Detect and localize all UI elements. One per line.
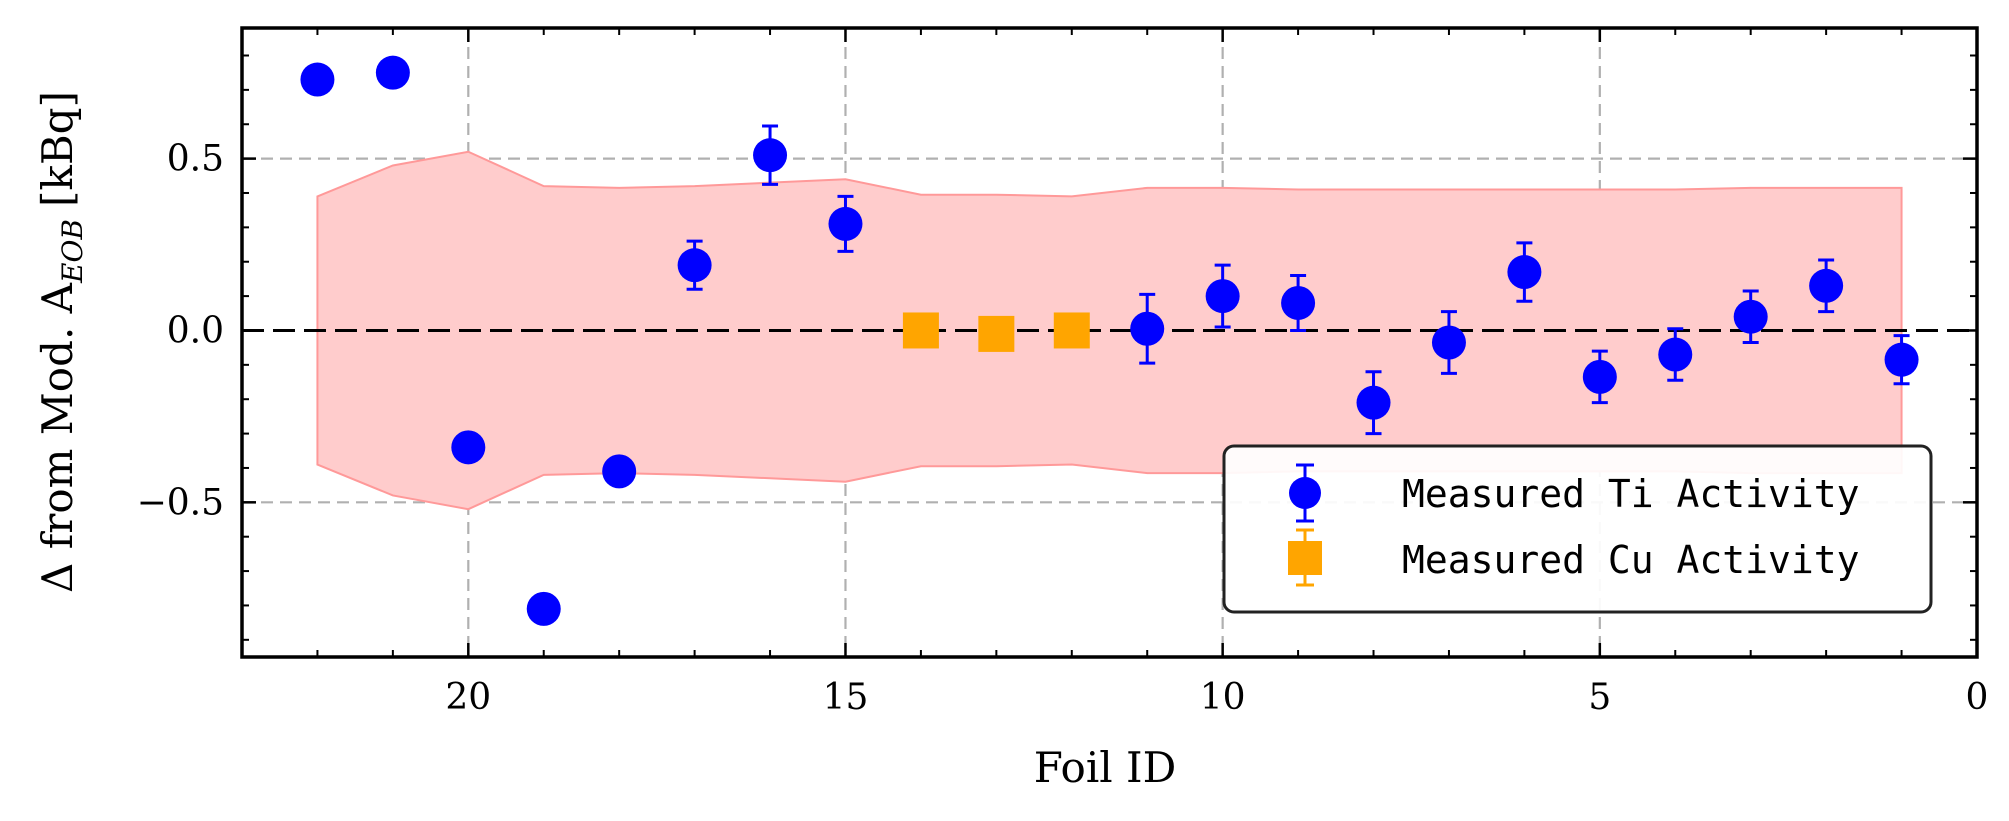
legend-cu-label: Measured Cu Activity (1402, 538, 1860, 582)
tick-labels: 20 15 10 5 0 0.5 0.0 −0.5 (137, 139, 1989, 718)
marker-circle (1130, 311, 1165, 346)
ti-data-point (677, 239, 712, 291)
ti-data-point (526, 591, 561, 626)
x-tick-label: 20 (445, 677, 491, 718)
marker-circle (1281, 285, 1316, 320)
y-axis-label: Δ from Mod. AEOB [kBq] (33, 91, 89, 593)
ti-data-point (1205, 263, 1240, 329)
legend-cu-marker (1288, 528, 1322, 587)
marker-circle (828, 206, 863, 241)
marker-circle (1884, 342, 1919, 377)
ti-data-point (828, 194, 863, 253)
y-tick-label: −0.5 (137, 482, 224, 523)
ti-data-point (1733, 289, 1768, 344)
ti-data-point (1281, 273, 1316, 332)
marker-circle (1582, 359, 1617, 394)
plot-frame (240, 26, 1979, 659)
marker-circle (1809, 268, 1844, 303)
x-tick-label: 10 (1200, 677, 1246, 718)
marker-circle (1431, 325, 1466, 360)
axes-frame (240, 26, 1979, 659)
marker-circle (300, 62, 335, 97)
marker-circle (1733, 299, 1768, 334)
data-points (300, 55, 1919, 626)
ti-data-point (602, 454, 637, 489)
marker-circle (526, 591, 561, 626)
marker-square (1053, 312, 1090, 349)
cu-data-point (902, 312, 939, 349)
cu-data-point (978, 315, 1015, 352)
ti-data-point (1356, 370, 1391, 436)
ti-data-point (1130, 292, 1165, 365)
ti-data-point (1658, 327, 1693, 382)
x-axis-label: Foil ID (1034, 743, 1177, 792)
marker-circle (1507, 255, 1542, 290)
marker-square (978, 315, 1015, 352)
y-tick-label: 0.0 (167, 310, 224, 351)
ti-data-point (375, 55, 410, 90)
ti-data-point (1431, 310, 1466, 375)
marker-circle (753, 138, 788, 173)
y-axis-label-subscript: EOB (56, 219, 89, 284)
marker-circle (602, 454, 637, 489)
x-tick-label: 15 (823, 677, 869, 718)
ti-data-point (1884, 334, 1919, 386)
ti-data-point (300, 62, 335, 97)
ti-data-point (1582, 349, 1617, 405)
legend-frame (1222, 444, 1933, 614)
legend-ti-marker (1289, 463, 1321, 523)
y-axis-label-main: Δ from Mod. A (33, 282, 82, 593)
ti-data-point (1507, 241, 1542, 303)
marker-circle (677, 248, 712, 283)
legend-ti-label: Measured Ti Activity (1402, 472, 1860, 516)
marker-circle (1356, 385, 1391, 420)
marker-circle (451, 430, 486, 465)
ti-data-point (753, 124, 788, 186)
legend: Measured Ti Activity Measured Cu Activit… (1222, 444, 1933, 614)
marker-circle (1658, 337, 1693, 372)
cu-data-point (1053, 312, 1090, 349)
x-tick-label: 5 (1588, 677, 1611, 718)
marker-circle (1205, 279, 1240, 314)
y-axis-label-unit: [kBq] (33, 91, 82, 207)
ti-data-point (451, 430, 486, 465)
ti-data-point (1809, 258, 1844, 314)
marker-square (902, 312, 939, 349)
y-tick-label: 0.5 (167, 139, 224, 180)
marker-circle (375, 55, 410, 90)
x-tick-label: 0 (1966, 677, 1989, 718)
